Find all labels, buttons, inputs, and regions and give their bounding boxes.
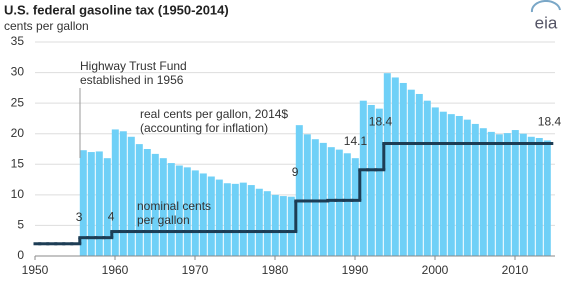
bar (215, 179, 223, 256)
bar (135, 144, 143, 256)
bar (191, 170, 199, 256)
bar (479, 128, 487, 256)
y-tick-label: 0 (17, 248, 24, 262)
data-label: 9 (292, 165, 299, 179)
bar (335, 149, 343, 256)
bar (255, 188, 263, 256)
y-tick-label: 35 (11, 34, 25, 48)
bar (279, 196, 287, 256)
annotation: Highway Trust Fund (80, 59, 187, 73)
bar (351, 158, 359, 256)
y-tick-label: 20 (11, 126, 25, 140)
bar (167, 163, 175, 256)
y-tick-label: 5 (17, 218, 24, 232)
bar (455, 115, 463, 257)
annotation: per gallon (137, 213, 190, 227)
bar (95, 151, 103, 256)
bar (319, 142, 327, 256)
bar (511, 130, 519, 256)
x-tick-label: 1970 (182, 263, 209, 277)
bar (159, 158, 167, 256)
bar (383, 73, 391, 256)
bar (143, 149, 151, 256)
bar (199, 173, 207, 256)
x-tick-label: 2000 (422, 263, 449, 277)
bar (343, 153, 351, 256)
bar (375, 108, 383, 256)
annotation: established in 1956 (80, 73, 184, 87)
x-tick-label: 1980 (262, 263, 289, 277)
bar (415, 93, 423, 256)
bar (87, 152, 95, 256)
y-tick-label: 10 (11, 187, 25, 201)
bar (495, 134, 503, 256)
bar (471, 123, 479, 256)
bar (519, 133, 527, 256)
bar (239, 182, 247, 256)
data-label: 18.4 (369, 115, 393, 129)
bar (303, 134, 311, 256)
bar (487, 131, 495, 256)
bar (103, 158, 111, 256)
bar (391, 77, 399, 256)
data-label: 4 (108, 210, 115, 224)
bar (407, 89, 415, 256)
bar (439, 111, 447, 257)
bar (207, 176, 215, 256)
bar (503, 133, 511, 256)
bar (127, 136, 135, 256)
bar (431, 107, 439, 257)
annotation: (accounting for inflation) (140, 121, 268, 135)
bar (175, 165, 183, 256)
bar (271, 194, 279, 256)
bar (183, 167, 191, 256)
x-tick-label: 1990 (342, 263, 369, 277)
bar (231, 183, 239, 256)
bar (263, 191, 271, 256)
bar (535, 137, 543, 256)
bar (223, 183, 231, 256)
bar (463, 119, 471, 256)
logo-arc (530, 0, 561, 13)
bar (247, 185, 255, 256)
x-tick-label: 1950 (22, 263, 49, 277)
x-tick-label: 1960 (102, 263, 129, 277)
data-label: 18.4 (538, 115, 562, 129)
bar (79, 150, 87, 256)
y-tick-label: 25 (11, 95, 25, 109)
x-tick-label: 2010 (502, 263, 529, 277)
bar (287, 196, 295, 256)
bar (543, 140, 551, 256)
bar (367, 104, 375, 256)
logo-text: eia (535, 13, 558, 32)
y-tick-label: 15 (11, 156, 25, 170)
logo: eia (530, 0, 561, 32)
legend-label: nominal cents (137, 199, 211, 213)
bar (311, 139, 319, 256)
bar (119, 131, 127, 256)
bar (423, 100, 431, 256)
bar (527, 136, 535, 256)
bar (399, 82, 407, 256)
bar (295, 125, 303, 256)
legend-label: real cents per gallon, 2014$ (140, 107, 288, 121)
chart-subtitle: cents per gallon (4, 19, 89, 33)
bar (111, 129, 119, 256)
chart-title: U.S. federal gasoline tax (1950-2014) (4, 2, 229, 17)
bar (359, 100, 367, 256)
data-label: 14.1 (344, 134, 368, 148)
y-tick-label: 30 (11, 65, 25, 79)
bar (151, 153, 159, 256)
bar (447, 114, 455, 256)
data-label: 3 (76, 210, 83, 224)
